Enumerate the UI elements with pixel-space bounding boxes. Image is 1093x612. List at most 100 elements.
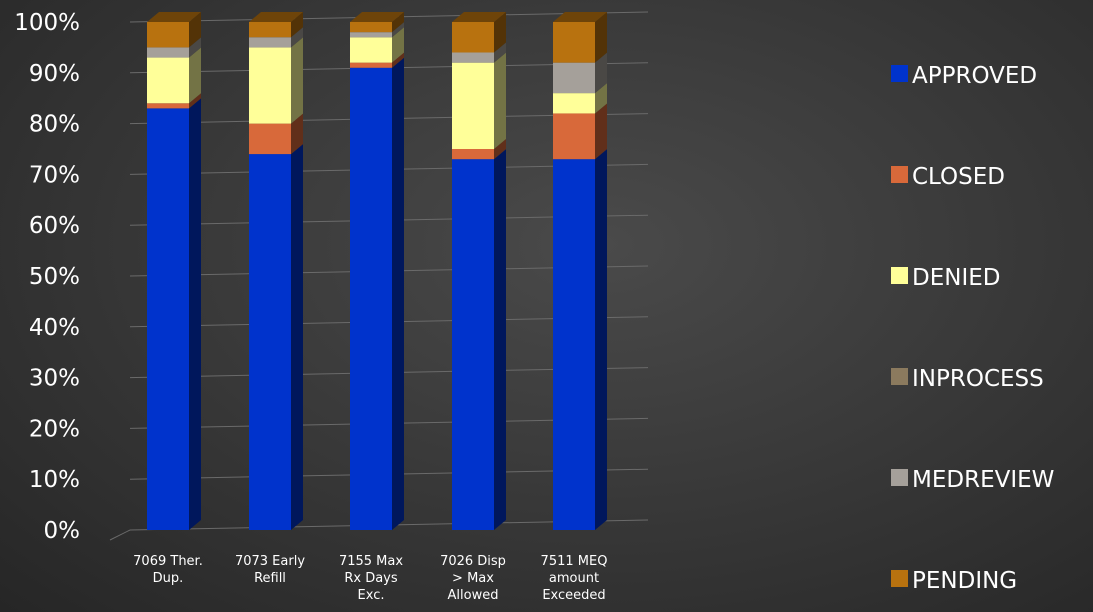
bar-segment-side xyxy=(392,12,404,33)
bar-segment xyxy=(249,154,291,530)
bar-segment-side xyxy=(189,12,201,48)
bar-segment xyxy=(249,22,291,38)
bar-top-face xyxy=(350,12,404,22)
bar-segment xyxy=(452,159,494,530)
bar-segment xyxy=(147,57,189,104)
bar-segment xyxy=(350,67,392,530)
x-axis-categories: 7069 Ther. Dup. 7073 Early Refill 7155 Max Rx… xyxy=(133,554,607,603)
bar-segment-side xyxy=(189,47,201,104)
y-tick-label: 70% xyxy=(29,162,80,188)
bar-segment xyxy=(452,62,494,149)
bar-segment xyxy=(249,47,291,124)
bar-segment xyxy=(553,113,595,160)
bar-segment-side xyxy=(291,12,303,38)
bar-segment-side xyxy=(291,27,303,48)
bar-segment-side xyxy=(494,139,506,160)
y-tick-label: 20% xyxy=(29,416,80,442)
bar-top-face xyxy=(452,12,506,22)
bar-stack xyxy=(553,12,607,530)
bar-segment-side xyxy=(494,12,506,53)
bar-segment-side xyxy=(291,37,303,124)
bar-stack xyxy=(249,12,303,530)
bar-segment xyxy=(553,62,595,94)
y-tick-label: 50% xyxy=(29,264,80,290)
bar-segment xyxy=(350,22,392,33)
axis-depth-line xyxy=(109,529,131,541)
bar-stack xyxy=(147,12,201,531)
x-category-label: 7026 Disp > Max Allowed xyxy=(440,554,506,603)
bar-segment-side xyxy=(494,42,506,63)
bar-segment xyxy=(452,22,494,53)
bar-segment xyxy=(147,108,189,531)
x-category-label: 7069 Ther. Dup. xyxy=(133,554,203,586)
legend-label: CLOSED xyxy=(912,164,1005,190)
legend-swatch xyxy=(891,65,908,82)
bar-top-face xyxy=(147,12,201,22)
y-tick-label: 90% xyxy=(29,61,80,87)
y-tick-label: 80% xyxy=(29,112,80,138)
bar-segment xyxy=(553,93,595,114)
legend-item: APPROVED xyxy=(891,63,1037,89)
bar-segment-side xyxy=(189,37,201,58)
legend-item: CLOSED xyxy=(891,164,1005,190)
legend-item: MEDREVIEW xyxy=(891,467,1054,493)
bar-segment xyxy=(350,62,392,68)
bar-segment-side xyxy=(392,57,404,530)
x-category-label: 7155 Max Rx Days Exc. xyxy=(339,554,403,603)
bar-segment-side xyxy=(392,22,404,38)
y-tick-label: 30% xyxy=(29,366,80,392)
bar-segment xyxy=(249,123,291,155)
bar-segment-side xyxy=(494,52,506,149)
bar-stack xyxy=(350,12,404,530)
bar-segment-side xyxy=(595,12,607,63)
bar-segment-side xyxy=(189,98,201,531)
y-tick-label: 0% xyxy=(44,518,81,544)
y-tick-label: 40% xyxy=(29,315,80,341)
bar-segment-side xyxy=(595,149,607,530)
legend-item: DENIED xyxy=(891,265,1000,291)
bar-segment xyxy=(249,37,291,48)
legend-label: PENDING xyxy=(912,568,1017,594)
bar-segment-side xyxy=(595,83,607,114)
bar-segment-side xyxy=(392,27,404,63)
legend-label: APPROVED xyxy=(912,63,1037,89)
bar-segment-side xyxy=(291,144,303,530)
bar-top-face xyxy=(553,12,607,22)
x-category-label: 7073 Early Refill xyxy=(235,554,305,586)
bar-segment-side xyxy=(291,113,303,155)
bar-segment-side xyxy=(595,103,607,160)
bar-top-face xyxy=(249,12,303,22)
legend-swatch xyxy=(891,267,908,284)
legend-swatch xyxy=(891,166,908,183)
legend-swatch xyxy=(891,469,908,486)
bar-stack xyxy=(452,12,506,530)
legend-label: MEDREVIEW xyxy=(912,467,1054,493)
y-tick-label: 10% xyxy=(29,467,80,493)
bar-segment-side xyxy=(392,52,404,68)
x-category-label: 7511 MEQ amount Exceeded xyxy=(541,554,608,603)
bar-segment xyxy=(147,47,189,58)
bar-segment-side xyxy=(189,93,201,109)
legend: APPROVED CLOSED DENIED INPROCESS MEDREVIEW PE… xyxy=(891,63,1054,594)
legend-label: DENIED xyxy=(912,265,1000,291)
legend-item: PENDING xyxy=(891,568,1017,594)
bar-segment xyxy=(553,159,595,530)
bar-segment xyxy=(147,22,189,48)
bar-segment xyxy=(350,37,392,63)
bars xyxy=(147,12,607,531)
bar-segment xyxy=(452,52,494,63)
legend-item: INPROCESS xyxy=(891,366,1044,392)
bar-segment xyxy=(350,32,392,38)
y-tick-label: 100% xyxy=(14,10,80,36)
y-tick-label: 60% xyxy=(29,213,80,239)
legend-swatch xyxy=(891,570,908,587)
bar-segment xyxy=(452,149,494,160)
legend-label: INPROCESS xyxy=(912,366,1044,392)
bar-segment-side xyxy=(595,52,607,94)
y-axis-ticks: 0% 10% 20% 30% 40% 50% 60% 70% 80% 90% 100% xyxy=(14,10,80,544)
legend-swatch xyxy=(891,368,908,385)
bar-segment xyxy=(553,22,595,63)
bar-segment-side xyxy=(494,149,506,530)
bar-segment xyxy=(147,103,189,109)
